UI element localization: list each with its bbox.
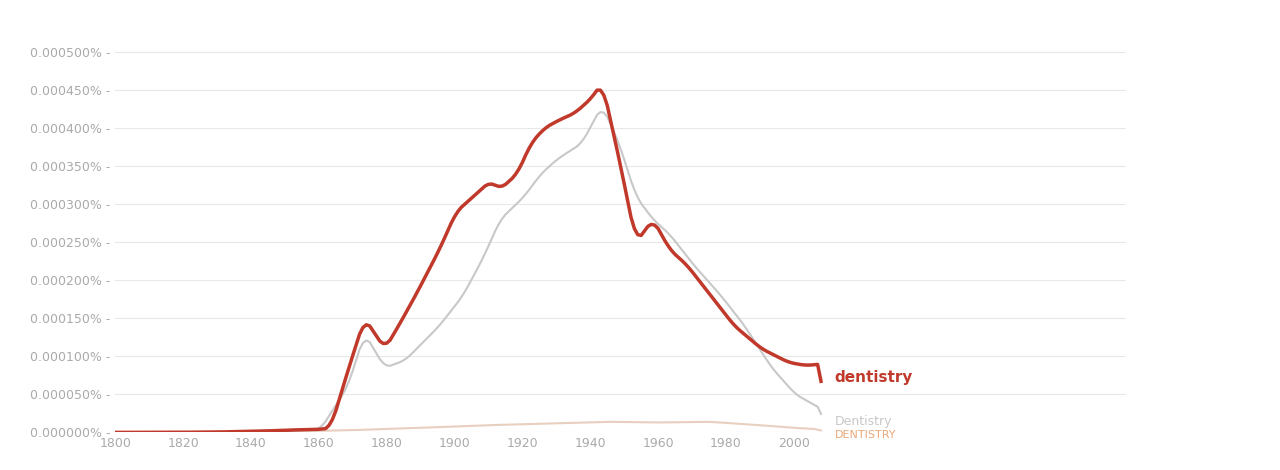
Text: dentistry: dentistry bbox=[835, 370, 913, 385]
Text: Dentistry: Dentistry bbox=[835, 415, 892, 428]
Text: DENTISTRY: DENTISTRY bbox=[835, 430, 896, 440]
